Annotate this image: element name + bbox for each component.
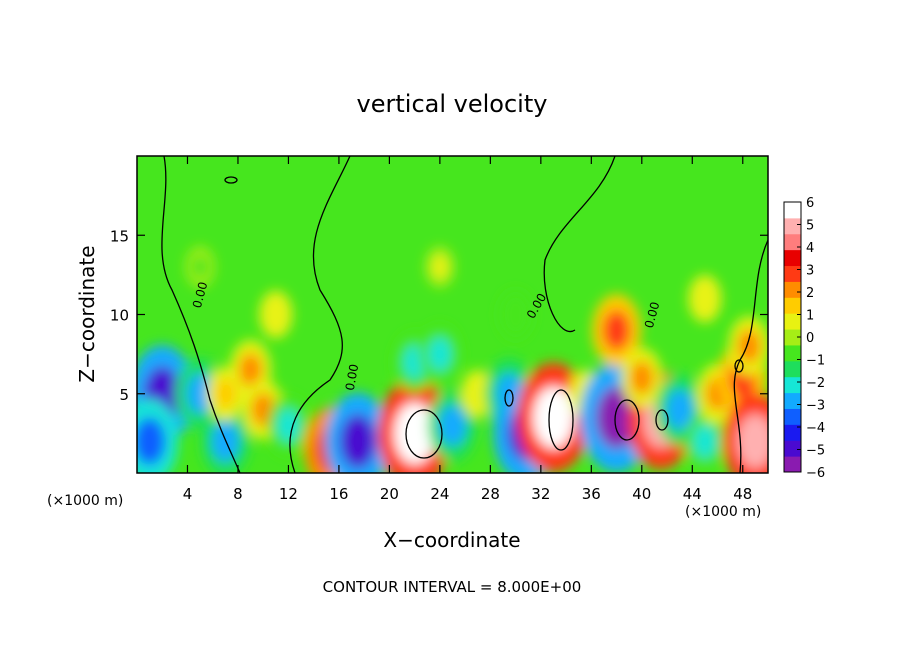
- colorbar-swatch: [784, 376, 801, 394]
- colorbar-swatch: [784, 313, 801, 330]
- colorbar-label: 2: [806, 286, 814, 301]
- contour-loop: [405, 409, 443, 459]
- velocity-cell-core: [665, 389, 694, 430]
- x-tick-label: 48: [733, 485, 752, 503]
- colorbar-swatch: [784, 249, 801, 267]
- x-tick-label: 12: [279, 485, 298, 503]
- velocity-cell-core: [276, 408, 300, 443]
- colorbar-swatch: [784, 344, 801, 362]
- contour-loop: [655, 409, 669, 431]
- contour-lines: [161, 156, 768, 473]
- contour-label: 0.00: [642, 300, 662, 329]
- y-axis-label: Z−coordinate: [75, 245, 99, 382]
- velocity-cell-core: [266, 301, 286, 328]
- colorbar-swatch: [784, 456, 801, 473]
- x-axis-label: X−coordinate: [383, 528, 520, 552]
- x-unit-right: (×1000 m): [685, 504, 761, 520]
- colorbar-swatch: [784, 217, 801, 235]
- colorbar-label: −2: [806, 376, 825, 391]
- zero-contour: [161, 156, 241, 473]
- x-tick-label: 32: [531, 485, 550, 503]
- x-tick-label: 16: [329, 485, 348, 503]
- plot-area: 0.00 0.00 0.00 0.00: [137, 156, 768, 473]
- contour-interval-note: CONTOUR INTERVAL = 8.000E+00: [323, 578, 582, 596]
- velocity-cell-core: [428, 337, 452, 371]
- velocity-cell-core: [506, 301, 525, 328]
- colorbar-label: 1: [806, 309, 814, 324]
- velocity-cell-core: [693, 424, 717, 459]
- y-tick-label: 15: [110, 227, 129, 245]
- contour-loop: [614, 399, 640, 441]
- colorbar-swatch: [784, 360, 801, 378]
- contour-label: 0.00: [343, 363, 361, 392]
- contour-loop: [504, 389, 514, 407]
- velocity-cell-core: [602, 310, 631, 351]
- x-tick-label: 36: [582, 485, 601, 503]
- velocity-cell-core: [137, 417, 166, 466]
- x-tick-label: 40: [632, 485, 651, 503]
- colorbar-swatch: [784, 233, 801, 251]
- zero-contour: [543, 156, 616, 333]
- colorbar-swatch: [784, 329, 801, 346]
- colorbar-swatch: [784, 281, 801, 298]
- colorbar-label: −3: [806, 399, 825, 414]
- x-tick-label: 8: [233, 485, 243, 503]
- velocity-cell-core: [394, 402, 436, 465]
- colorbar-swatch: [784, 408, 801, 425]
- x-unit-left: (×1000 m): [47, 493, 123, 509]
- velocity-cell-core: [468, 380, 487, 408]
- colorbar-swatch: [784, 265, 801, 282]
- colorbar-label: 0: [806, 331, 814, 346]
- zero-contour: [289, 156, 351, 473]
- colorbar: 6 5 4 3 2 1 0 −1 −2 −3 −4 −5 −6: [783, 196, 825, 481]
- contour-loop: [548, 389, 574, 451]
- y-axis: 5 10 15: [110, 227, 768, 404]
- x-tick-label: 4: [183, 485, 193, 503]
- colorbar-label: −4: [806, 421, 825, 436]
- colorbar-swatch: [784, 297, 801, 314]
- colorbar-swatch: [784, 424, 801, 441]
- velocity-cell-core: [339, 414, 377, 469]
- velocity-cell-core: [737, 414, 768, 469]
- velocity-cell-core: [596, 386, 637, 449]
- colorbar-label: 5: [806, 219, 814, 234]
- colorbar-swatch: [784, 202, 801, 219]
- velocity-cell-core: [431, 255, 448, 279]
- colorbar-swatch: [784, 440, 801, 457]
- contour-label: 0.00: [190, 280, 210, 309]
- velocity-cell-core: [533, 386, 574, 449]
- velocity-cell-core: [214, 378, 236, 409]
- colorbar-label: 3: [806, 264, 814, 279]
- colorbar-label: −6: [806, 466, 825, 481]
- y-tick-label: 10: [110, 307, 129, 325]
- colorbar-label: −1: [806, 354, 825, 369]
- velocity-cell-core: [630, 361, 654, 395]
- colorbar-label: −5: [806, 444, 825, 459]
- x-tick-label: 44: [683, 485, 702, 503]
- velocity-cell-core: [695, 285, 715, 312]
- velocity-cell-core: [438, 405, 467, 446]
- x-axis: 4 8 12 16 20 24 28 32 36 40 44 48: [183, 156, 752, 503]
- x-tick-label: 20: [380, 485, 399, 503]
- velocity-field: [137, 246, 768, 473]
- contour-loop: [734, 359, 744, 373]
- chart-title: vertical velocity: [357, 90, 548, 118]
- colorbar-label: 6: [806, 196, 814, 211]
- velocity-cell-core: [239, 353, 263, 387]
- colorbar-label: 4: [806, 241, 814, 256]
- x-tick-label: 28: [481, 485, 500, 503]
- velocity-cell-core: [186, 373, 214, 415]
- contour-loop: [224, 176, 238, 184]
- x-tick-label: 24: [430, 485, 449, 503]
- velocity-cell-core: [191, 255, 209, 279]
- colorbar-swatch: [784, 392, 801, 409]
- y-tick-label: 5: [119, 386, 129, 404]
